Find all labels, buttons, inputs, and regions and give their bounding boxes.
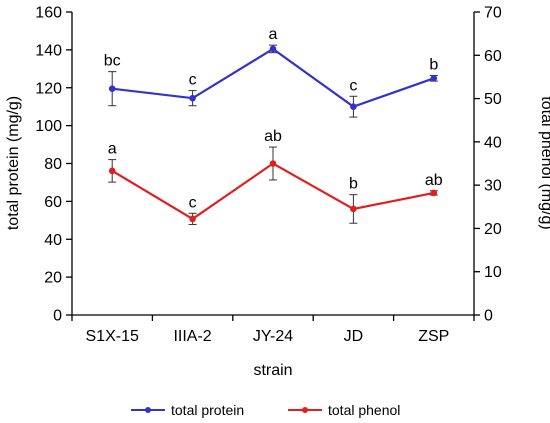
x-tick-label: JD xyxy=(344,328,364,345)
left-tick-label: 120 xyxy=(35,80,62,97)
right-tick-label: 60 xyxy=(484,48,502,65)
data-point xyxy=(108,85,116,92)
data-point xyxy=(430,74,438,82)
right-y-ticks: 0 10 20 30 40 50 60 70 xyxy=(474,5,502,325)
x-tick-label: S1X-15 xyxy=(86,328,139,345)
left-tick-label: 40 xyxy=(44,232,62,249)
right-tick-label: 0 xyxy=(484,308,493,325)
x-axis-title: strain xyxy=(253,362,292,379)
data-point xyxy=(189,215,196,223)
series-line-total-protein xyxy=(112,47,435,108)
significance-letter: b xyxy=(349,176,358,193)
significance-letter: b xyxy=(429,56,438,73)
data-point xyxy=(350,205,357,213)
legend-swatch-marker xyxy=(145,407,151,413)
left-tick-label: 140 xyxy=(35,42,62,59)
data-point xyxy=(350,103,357,110)
right-tick-label: 30 xyxy=(484,178,502,195)
right-tick-label: 70 xyxy=(484,5,502,22)
legend-item-total-phenol: total phenol xyxy=(288,402,400,418)
significance-letter: ab xyxy=(425,172,443,189)
significance-letter: a xyxy=(108,141,117,158)
series-total-protein: bc c a c b xyxy=(104,26,438,118)
data-point xyxy=(108,167,116,175)
legend-label: total phenol xyxy=(328,402,400,418)
legend-item-total-protein: total protein xyxy=(131,402,244,418)
x-axis: S1X-15 IIIA-2 JY-24 JD ZSP strain xyxy=(71,314,475,379)
significance-letter: c xyxy=(349,77,357,94)
legend: total protein total phenol xyxy=(131,402,400,418)
data-point xyxy=(269,160,277,167)
x-tick-label: IIIA-2 xyxy=(173,328,211,345)
legend-swatch-marker xyxy=(302,407,308,413)
left-tick-label: 100 xyxy=(35,118,62,135)
left-tick-label: 160 xyxy=(35,5,62,22)
x-ticks: S1X-15 IIIA-2 JY-24 JD ZSP xyxy=(71,315,475,345)
x-tick-label: JY-24 xyxy=(253,328,293,345)
right-tick-label: 10 xyxy=(484,264,502,281)
series-total-phenol: a c ab b ab xyxy=(108,128,443,226)
data-point xyxy=(430,189,438,197)
data-point xyxy=(269,45,277,53)
data-point xyxy=(189,94,196,102)
significance-letter: a xyxy=(269,26,278,43)
left-y-ticks: 0 20 40 60 80 100 120 140 160 xyxy=(35,5,72,325)
right-y-axis-title: total phenol (mg/g) xyxy=(538,96,550,229)
left-y-axis-title: total protein (mg/g) xyxy=(5,96,22,230)
left-tick-label: 60 xyxy=(44,194,62,211)
x-tick-label: ZSP xyxy=(418,328,449,345)
significance-letter: bc xyxy=(104,53,121,70)
left-tick-label: 0 xyxy=(53,308,62,325)
right-y-axis: 0 10 20 30 40 50 60 70 total phenol (mg/g) xyxy=(473,5,550,325)
legend-label: total protein xyxy=(171,402,244,418)
right-tick-label: 50 xyxy=(484,91,502,108)
left-tick-label: 80 xyxy=(44,156,62,173)
significance-letter: ab xyxy=(264,128,282,145)
right-tick-label: 40 xyxy=(484,134,502,151)
significance-letter: c xyxy=(189,72,197,89)
left-y-axis: 0 20 40 60 80 100 120 140 160 total protein (mg/… xyxy=(5,5,73,325)
plot-area: bc c a c b a c ab b ab xyxy=(104,26,443,226)
right-tick-label: 20 xyxy=(484,221,502,238)
significance-letter: c xyxy=(189,194,197,211)
left-tick-label: 20 xyxy=(44,270,62,287)
